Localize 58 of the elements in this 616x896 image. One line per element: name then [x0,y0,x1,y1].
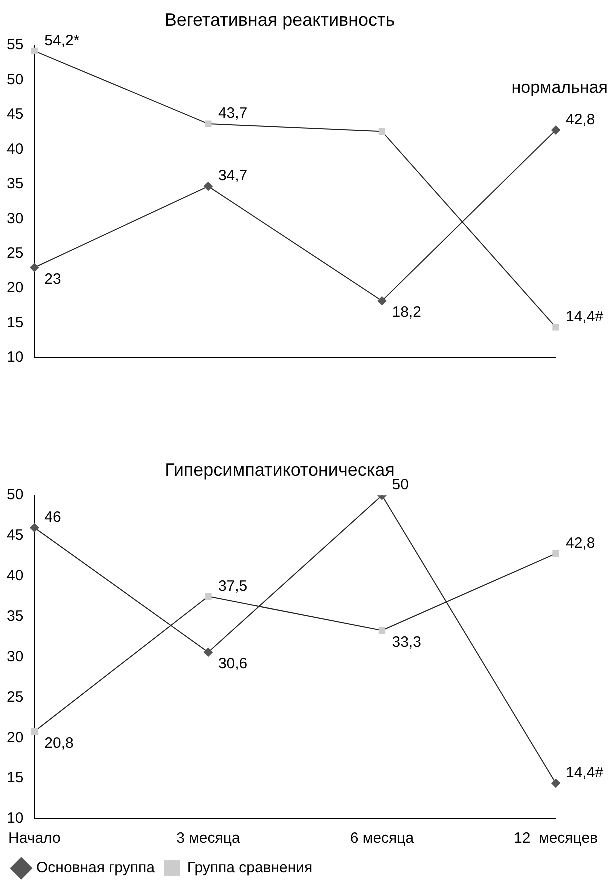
chart-title: Гиперсимпатикотоническая [165,460,395,480]
point [205,593,212,600]
data-label: 14,4# [566,308,604,326]
point [204,182,213,192]
data-label: 50 [392,476,409,494]
y-tick-label: 30 [6,210,24,228]
y-tick-label: 15 [6,314,24,332]
y-tick-label: 20 [6,280,24,297]
point [378,627,386,634]
point [30,523,40,532]
point [204,648,213,657]
y-tick-label: 30 [6,648,24,666]
point [205,120,212,128]
data-label: 20,8 [44,734,74,752]
data-label: 54,2* [44,32,80,50]
point [552,324,560,331]
y-tick-label: 25 [6,688,24,706]
y-tick-label: 10 [6,810,24,828]
legend-label: Основная группа [36,860,156,877]
chart-title: Вегетативная реактивность [164,10,396,30]
data-label: 23 [44,270,62,288]
y-tick-label: 45 [6,527,24,544]
y-tick-label: 50 [6,71,24,88]
point [30,263,40,272]
legend-label: Группа сравнения [187,860,313,877]
y-tick-label: 20 [6,729,24,746]
x-tick-label: 6 месяца [350,830,415,848]
y-tick-label: 10 [6,349,24,366]
point [31,48,38,54]
y-tick-label: 35 [6,176,24,193]
data-label: 37,5 [218,578,248,595]
y-tick-label: 55 [6,36,24,54]
data-label: 30,6 [218,656,248,673]
point [552,126,560,135]
x-tick-label: 3 месяца [176,830,241,848]
y-tick-label: 45 [6,106,24,124]
y-tick-label: 40 [6,140,24,158]
y-tick-label: 25 [6,245,24,262]
data-label: 46 [44,509,62,526]
data-label: 42,8 [566,534,596,552]
y-tick-label: 40 [6,568,24,585]
point [378,128,386,136]
x-tick-label: 12 месяцев [514,830,598,848]
data-label: 42,8 [566,111,596,128]
data-label: 18,2 [392,304,422,322]
y-tick-label: 15 [6,770,24,787]
point [552,778,560,788]
annotation: нормальная [512,78,608,98]
data-label: 34,7 [218,168,248,185]
data-label: 43,7 [218,105,248,122]
point [552,550,560,558]
data-label: 33,3 [392,634,422,651]
x-tick-label: Начало [8,830,61,848]
data-label: 14,4# [566,764,604,782]
point [31,728,38,736]
point [378,296,387,306]
y-tick-label: 50 [6,486,24,504]
y-tick-label: 35 [6,608,24,626]
